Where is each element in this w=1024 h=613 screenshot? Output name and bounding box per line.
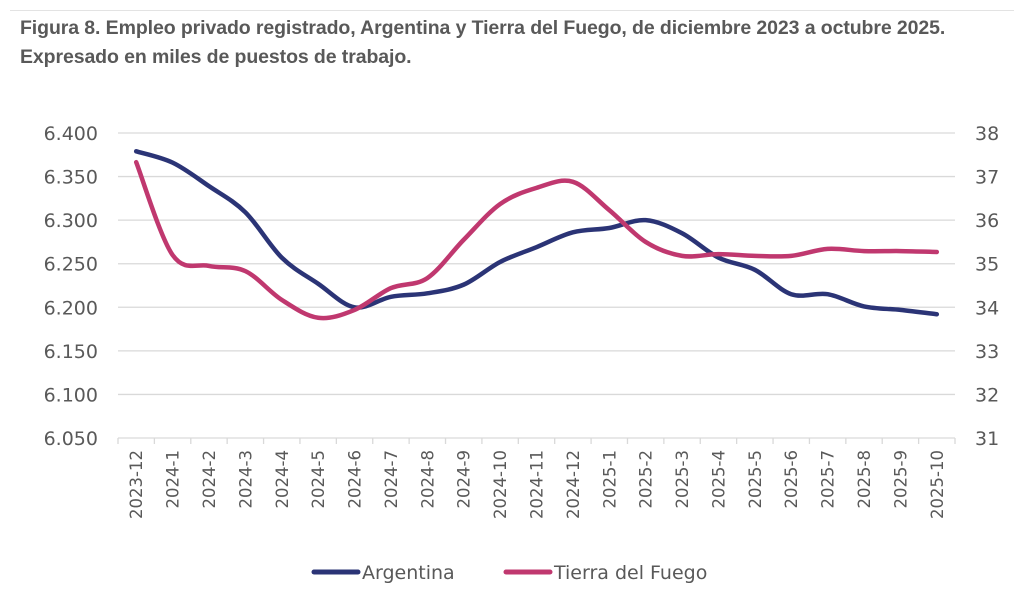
right-axis-tick-label: 36	[975, 210, 999, 232]
x-axis-category-label: 2023-12	[127, 450, 146, 519]
legend-label: Argentina	[362, 562, 455, 584]
x-axis-category-label: 2024-6	[346, 450, 365, 508]
x-axis: 2023-12 2024-1 2024-2 2024-3 2024-4 2024-5 202…	[117, 437, 956, 519]
x-axis-category-label: 2024-3	[236, 450, 255, 508]
x-axis-category-label: 2024-2	[200, 450, 219, 508]
x-axis-category-label: 2024-5	[309, 450, 328, 508]
x-axis-category-label: 2025-1	[600, 450, 619, 508]
left-axis-ticks: 6.050 6.100 6.150 6.200 6.250 6.300 6.350 6.400	[44, 123, 98, 450]
x-axis-category-label: 2024-1	[164, 450, 183, 508]
right-axis-tick-label: 33	[975, 341, 999, 363]
right-axis-tick-label: 31	[975, 428, 999, 450]
series-lines	[133, 149, 940, 321]
x-axis-category-label: 2024-9	[455, 450, 474, 508]
x-axis-category-label: 2025-10	[928, 450, 947, 519]
right-axis-tick-label: 32	[975, 384, 999, 406]
x-axis-category-label: 2024-12	[564, 450, 583, 519]
x-axis-category-label: 2024-4	[273, 450, 292, 508]
legend: Argentina Tierra del Fuego	[311, 562, 707, 584]
left-axis-tick-label: 6.200	[44, 297, 98, 319]
left-axis-tick-label: 6.400	[44, 123, 98, 145]
left-axis-tick-label: 6.350	[44, 167, 98, 189]
legend-label: Tierra del Fuego	[553, 562, 707, 584]
x-axis-category-label: 2024-7	[382, 450, 401, 508]
left-axis-tick-label: 6.150	[44, 341, 98, 363]
x-axis-category-label: 2024-10	[491, 450, 510, 519]
right-axis-tick-label: 37	[975, 167, 999, 189]
right-axis-tick-label: 35	[975, 254, 999, 276]
right-axis-ticks: 31 32 33 34 35 36 37 38	[975, 123, 999, 450]
x-axis-category-label: 2024-11	[528, 450, 547, 519]
legend-item-argentina: Argentina	[311, 562, 455, 584]
right-axis-tick-label: 38	[975, 123, 999, 145]
series-line-tierra-del-fuego	[133, 159, 940, 321]
x-axis-category-label: 2025-7	[819, 450, 838, 508]
x-axis-category-label: 2025-6	[782, 450, 801, 508]
gridlines	[118, 132, 955, 396]
left-axis-tick-label: 6.100	[44, 384, 98, 406]
x-axis-category-label: 2025-9	[891, 450, 910, 508]
left-axis-tick-label: 6.300	[44, 210, 98, 232]
left-axis-tick-label: 6.250	[44, 254, 98, 276]
left-axis-tick-label: 6.050	[44, 428, 98, 450]
x-axis-category-label: 2025-3	[673, 450, 692, 508]
x-axis-category-label: 2025-2	[637, 450, 656, 508]
top-divider	[10, 10, 1014, 11]
x-axis-category-label: 2025-4	[709, 450, 728, 508]
x-axis-category-label: 2025-8	[855, 450, 874, 508]
right-axis-tick-label: 34	[975, 297, 999, 319]
x-axis-category-label: 2024-8	[418, 450, 437, 508]
legend-item-tierra-del-fuego: Tierra del Fuego	[503, 562, 707, 584]
chart-title: Figura 8. Empleo privado registrado, Arg…	[20, 17, 946, 68]
series-line-argentina	[133, 149, 940, 317]
x-axis-category-label: 2025-5	[746, 450, 765, 508]
